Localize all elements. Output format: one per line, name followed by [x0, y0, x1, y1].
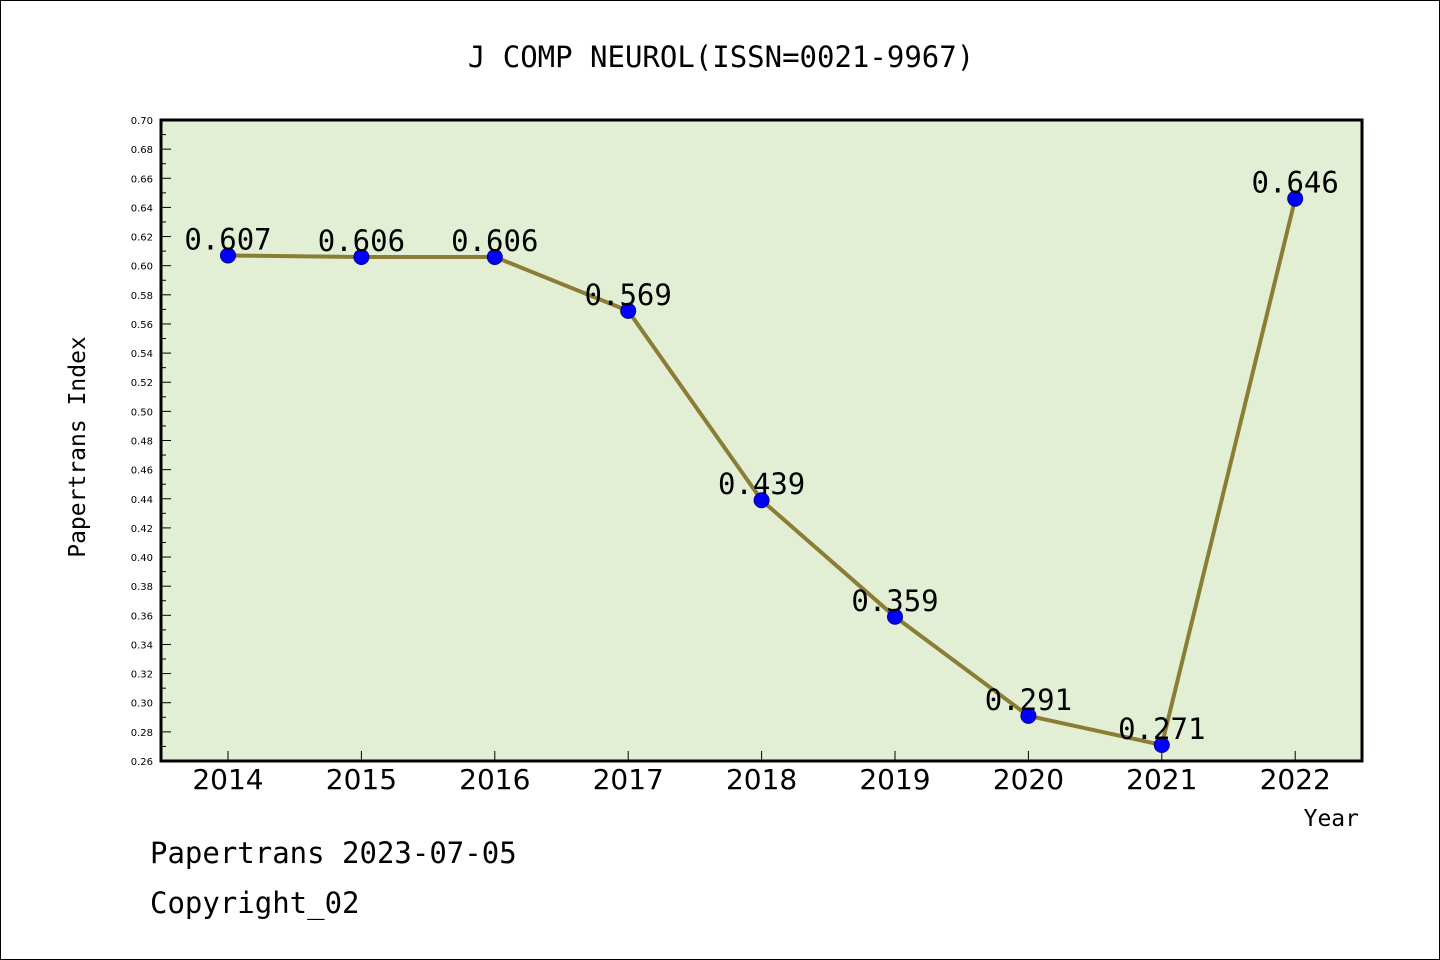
- data-label: 0.359: [851, 584, 938, 618]
- y-tick-label: 0.66: [131, 174, 153, 185]
- series-group: 0.607 0.606 0.606 0.569 0.439 0.359 0.291 0.271…: [184, 166, 1339, 753]
- y-tick-label: 0.54: [131, 349, 153, 360]
- x-tick-label: 2015: [326, 763, 397, 796]
- y-tick-label: 0.56: [131, 320, 153, 331]
- data-label: 0.606: [318, 224, 405, 258]
- data-point: [887, 608, 903, 625]
- data-point: [1287, 190, 1304, 207]
- data-label: 0.646: [1252, 166, 1339, 200]
- x-tick-label: 2020: [993, 763, 1064, 796]
- data-label: 0.271: [1118, 712, 1205, 746]
- y-tick-label: 0.38: [131, 582, 153, 593]
- x-axis-label: Year: [1304, 806, 1359, 832]
- y-axis: 0.26 0.28 0.30 0.32 0.34 0.36 0.38 0.40 0.42 0.44…: [131, 116, 171, 768]
- x-tick-label: 2014: [192, 763, 263, 796]
- data-point: [353, 248, 370, 265]
- data-label: 0.439: [718, 467, 805, 501]
- y-tick-label: 0.28: [131, 728, 153, 739]
- y-tick-label: 0.52: [131, 378, 153, 389]
- y-tick-label: 0.36: [131, 611, 153, 622]
- y-tick-label: 0.42: [131, 524, 153, 535]
- data-label: 0.291: [985, 683, 1072, 717]
- y-tick-label: 0.30: [131, 699, 153, 710]
- y-tick-label: 0.44: [131, 495, 153, 506]
- data-point: [486, 248, 503, 265]
- y-tick-label: 0.34: [131, 640, 153, 651]
- y-tick-label: 0.40: [131, 553, 153, 564]
- y-tick-label: 0.58: [131, 291, 153, 302]
- x-tick-label: 2022: [1260, 763, 1331, 796]
- data-label: 0.569: [585, 278, 672, 312]
- y-tick-label: 0.46: [131, 466, 153, 477]
- y-tick-label: 0.32: [131, 670, 153, 681]
- chart-title: J COMP NEUROL(ISSN=0021-9967): [468, 40, 974, 74]
- data-point: [1020, 707, 1037, 724]
- y-tick-label: 0.62: [131, 233, 153, 244]
- y-tick-label: 0.48: [131, 437, 153, 448]
- y-tick-label: 0.70: [131, 116, 153, 127]
- x-tick-label: 2019: [859, 763, 930, 796]
- footer-date: Papertrans 2023-07-05: [150, 836, 517, 870]
- y-tick-label: 0.64: [131, 203, 153, 214]
- x-axis: 2014 2015 2016 2017 2018 2019 2020 2021 2022: [192, 751, 1331, 796]
- data-label: 0.607: [184, 222, 271, 256]
- y-tick-label: 0.50: [131, 407, 153, 418]
- data-point: [1153, 736, 1170, 753]
- y-tick-label: 0.60: [131, 262, 153, 273]
- plot-area: [159, 118, 1364, 763]
- y-axis-label: Papertrans Index: [65, 336, 91, 558]
- x-tick-label: 2016: [459, 763, 530, 796]
- data-point: [753, 492, 770, 509]
- x-tick-label: 2018: [726, 763, 797, 796]
- y-tick-label: 0.68: [131, 145, 153, 156]
- x-tick-label: 2017: [593, 763, 664, 796]
- data-point: [220, 247, 236, 264]
- x-tick-label: 2021: [1126, 763, 1197, 796]
- data-label: 0.606: [451, 224, 538, 258]
- y-tick-label: 0.26: [131, 757, 153, 768]
- data-point: [620, 302, 637, 319]
- footer-copyright: Copyright_02: [150, 886, 360, 921]
